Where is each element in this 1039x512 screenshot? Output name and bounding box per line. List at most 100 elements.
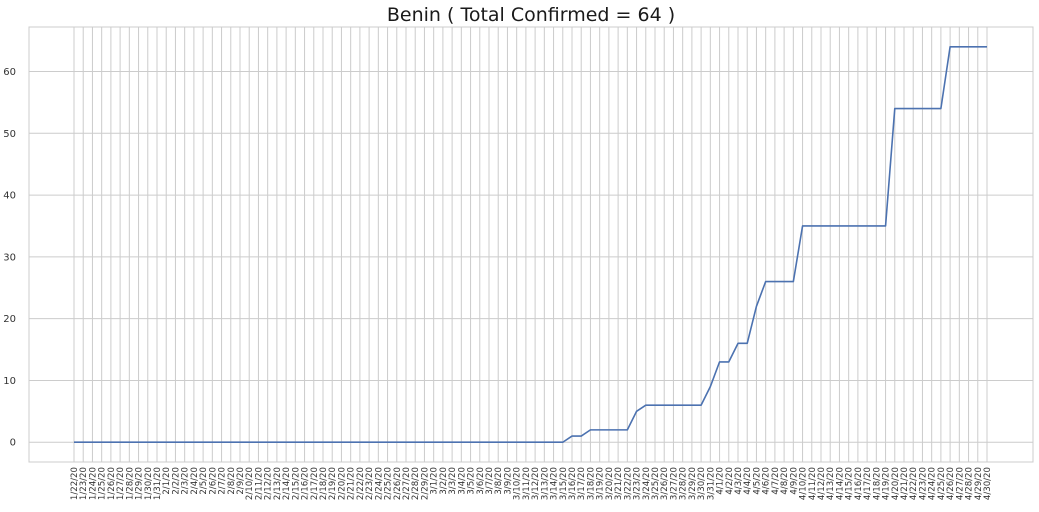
y-tick-label: 50 (3, 129, 16, 140)
x-tick-label: 2/20/20 (337, 467, 347, 500)
x-tick-label: 2/2/20 (171, 467, 181, 495)
x-tick-label: 3/12/20 (531, 467, 541, 500)
x-tick-label: 2/13/20 (273, 467, 283, 500)
x-tick-label: 4/26/20 (946, 467, 956, 500)
x-tick-label: 4/17/20 (863, 467, 873, 500)
x-tick-label: 1/23/20 (79, 467, 89, 500)
x-tick-label: 2/11/20 (254, 467, 264, 500)
x-tick-label: 2/9/20 (236, 467, 246, 495)
x-tick-label: 2/8/20 (227, 467, 237, 495)
x-tick-label: 2/28/20 (411, 467, 421, 500)
x-tick-label: 3/30/20 (697, 467, 707, 500)
x-tick-label: 2/14/20 (282, 467, 292, 500)
x-tick-label: 4/7/20 (771, 467, 781, 495)
x-gridlines (73, 27, 988, 462)
x-tick-label: 4/6/20 (762, 467, 772, 495)
x-tick-label: 1/31/20 (153, 467, 163, 500)
x-tick-label: 2/16/20 (301, 467, 311, 500)
x-tick-label: 4/29/20 (974, 467, 984, 500)
x-tick-label: 1/25/20 (98, 467, 108, 500)
x-tick-label: 1/27/20 (116, 467, 126, 500)
x-tick-label: 2/15/20 (291, 467, 301, 500)
x-tick-label: 3/23/20 (633, 467, 643, 500)
x-tick-label: 4/27/20 (955, 467, 965, 500)
chart-title: Benin ( Total Confirmed = 64 ) (386, 4, 676, 26)
x-tick-label: 2/21/20 (347, 467, 357, 500)
x-tick-label: 1/29/20 (135, 467, 145, 500)
y-tick-label: 40 (3, 191, 16, 202)
x-tick-label: 3/7/20 (485, 467, 495, 495)
y-gridlines (29, 70, 1033, 443)
x-tick-label: 4/5/20 (752, 467, 762, 495)
x-tick-label: 2/29/20 (420, 467, 430, 500)
x-tick-label: 3/5/20 (467, 467, 477, 495)
x-tick-label: 4/2/20 (725, 467, 735, 495)
x-tick-label: 3/8/20 (494, 467, 504, 495)
x-tick-label: 4/13/20 (826, 467, 836, 500)
x-tick-label: 4/18/20 (872, 467, 882, 500)
x-tick-label: 3/25/20 (651, 467, 661, 500)
x-tick-label: 3/26/20 (660, 467, 670, 500)
x-tick-label: 2/24/20 (374, 467, 384, 500)
x-tick-label: 3/1/20 (430, 467, 440, 495)
plot-frame (28, 26, 1034, 463)
x-tick-label: 4/16/20 (854, 467, 864, 500)
x-tick-label: 1/28/20 (125, 467, 135, 500)
y-tick-label: 60 (3, 67, 16, 78)
x-tick-label: 2/17/20 (310, 467, 320, 500)
x-tick-label: 3/29/20 (688, 467, 698, 500)
x-tick-label: 2/25/20 (384, 467, 394, 500)
x-tick-label: 4/30/20 (983, 467, 993, 500)
x-tick-label: 3/16/20 (568, 467, 578, 500)
x-tick-label: 4/14/20 (835, 467, 845, 500)
x-tick-label: 1/24/20 (88, 467, 98, 500)
x-tick-label: 3/19/20 (596, 467, 606, 500)
x-tick-label: 4/23/20 (918, 467, 928, 500)
x-tick-label: 3/17/20 (577, 467, 587, 500)
x-tick-label: 2/19/20 (328, 467, 338, 500)
x-tick-label: 3/22/20 (623, 467, 633, 500)
x-tick-label: 4/19/20 (882, 467, 892, 500)
x-tick-label: 2/5/20 (199, 467, 209, 495)
x-tick-label: 2/10/20 (245, 467, 255, 500)
x-tick-label: 4/22/20 (909, 467, 919, 500)
x-tick-label: 3/3/20 (448, 467, 458, 495)
x-tick-label: 2/12/20 (264, 467, 274, 500)
x-tick-label: 3/4/20 (457, 467, 467, 495)
x-tick-label: 4/15/20 (845, 467, 855, 500)
y-tick-label: 20 (3, 314, 16, 325)
x-tick-label: 3/24/20 (642, 467, 652, 500)
x-tick-label: 3/15/20 (559, 467, 569, 500)
x-tick-label: 4/11/20 (808, 467, 818, 500)
x-tick-label: 4/10/20 (799, 467, 809, 500)
x-tick-labels: 1/22/20 1/23/20 1/24/20 1/25/20 1/26/20 1/27/… (70, 467, 993, 500)
x-tick-label: 3/13/20 (540, 467, 550, 500)
x-tick-label: 4/20/20 (891, 467, 901, 500)
y-tick-label: 10 (3, 376, 16, 387)
x-tick-label: 2/3/20 (181, 467, 191, 495)
x-tick-label: 3/18/20 (586, 467, 596, 500)
x-tick-label: 3/11/20 (522, 467, 532, 500)
x-tick-label: 2/6/20 (208, 467, 218, 495)
x-tick-label: 4/1/20 (716, 467, 726, 495)
x-tick-label: 3/27/20 (669, 467, 679, 500)
x-tick-label: 2/26/20 (393, 467, 403, 500)
x-tick-label: 2/7/20 (218, 467, 228, 495)
x-tick-label: 1/22/20 (70, 467, 80, 500)
x-tick-label: 4/28/20 (965, 467, 975, 500)
series-line (74, 45, 987, 444)
x-tick-label: 3/2/20 (439, 467, 449, 495)
x-tick-label: 3/10/20 (513, 467, 523, 500)
x-tick-label: 4/25/20 (937, 467, 947, 500)
x-tick-label: 4/24/20 (928, 467, 938, 500)
x-tick-label: 3/20/20 (605, 467, 615, 500)
y-tick-label: 0 (10, 438, 16, 449)
y-tick-label: 30 (3, 252, 16, 263)
x-tick-label: 3/9/20 (503, 467, 513, 495)
series-group (74, 45, 987, 444)
x-tick-label: 4/9/20 (789, 467, 799, 495)
x-tick-label: 2/4/20 (190, 467, 200, 495)
x-tick-label: 4/12/20 (817, 467, 827, 500)
x-tick-label: 2/22/20 (356, 467, 366, 500)
x-tick-label: 3/21/20 (614, 467, 624, 500)
